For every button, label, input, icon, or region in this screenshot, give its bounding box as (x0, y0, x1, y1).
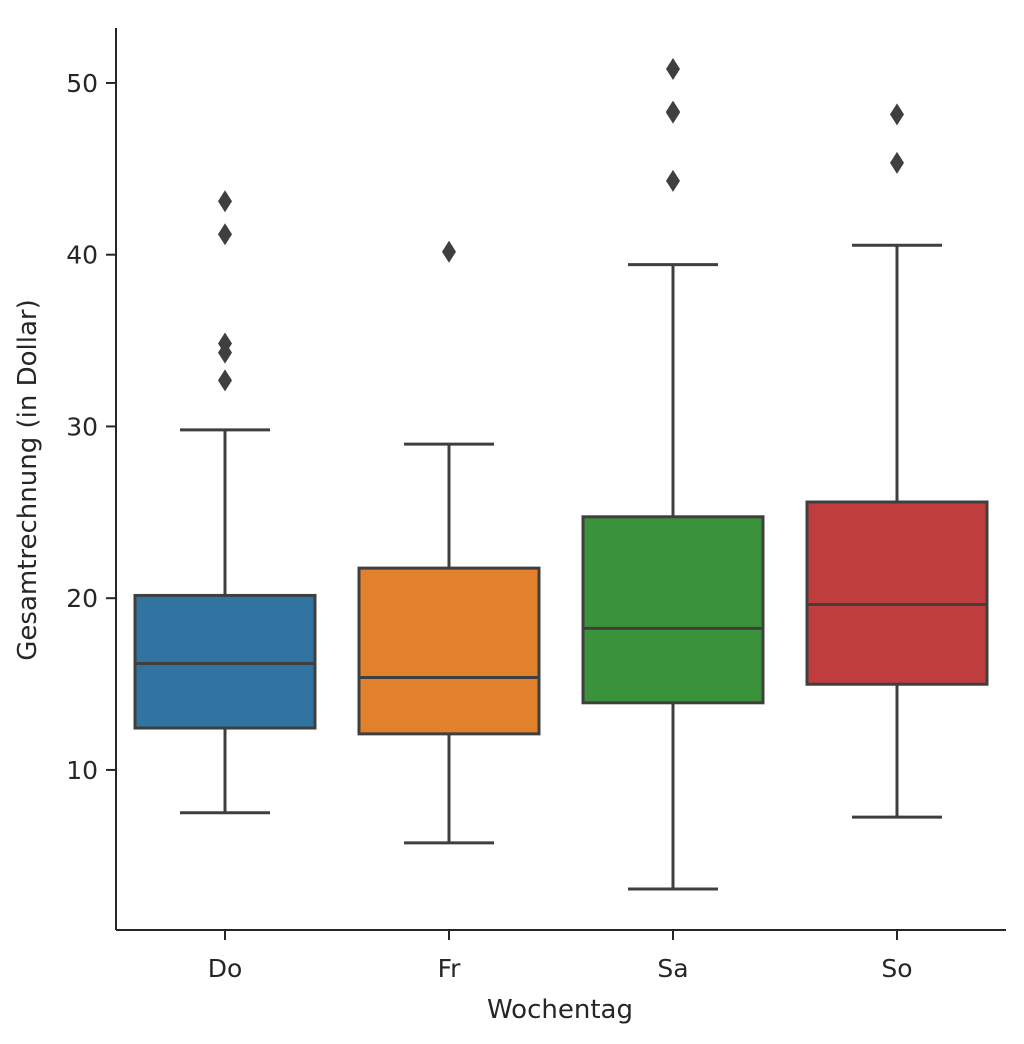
outlier-point (890, 103, 904, 126)
x-tick-label: Fr (438, 954, 462, 983)
y-tick-label: 50 (66, 69, 98, 98)
y-tick-label: 30 (66, 412, 98, 441)
box-Do (133, 593, 317, 730)
x-tick-label: Do (208, 954, 243, 983)
box-Sa (581, 515, 765, 705)
outlier-point (442, 240, 456, 263)
x-axis-label: Wochentag (487, 995, 633, 1025)
outlier-point (218, 190, 232, 213)
y-tick-label: 20 (66, 584, 98, 613)
outlier-point (218, 332, 232, 355)
box-Fr (357, 566, 541, 736)
outlier-point (666, 58, 680, 81)
y-tick-label: 10 (66, 756, 98, 785)
box-So (805, 500, 989, 686)
outlier-point (890, 151, 904, 174)
outlier-point (218, 369, 232, 392)
y-tick-label: 40 (66, 241, 98, 270)
outlier-point (666, 169, 680, 192)
x-tick-label: Sa (657, 954, 688, 983)
outlier-point (218, 223, 232, 246)
outlier-point (666, 100, 680, 123)
x-tick-label: So (881, 954, 912, 983)
y-axis-label: Gesamtrechnung (in Dollar) (13, 299, 43, 661)
